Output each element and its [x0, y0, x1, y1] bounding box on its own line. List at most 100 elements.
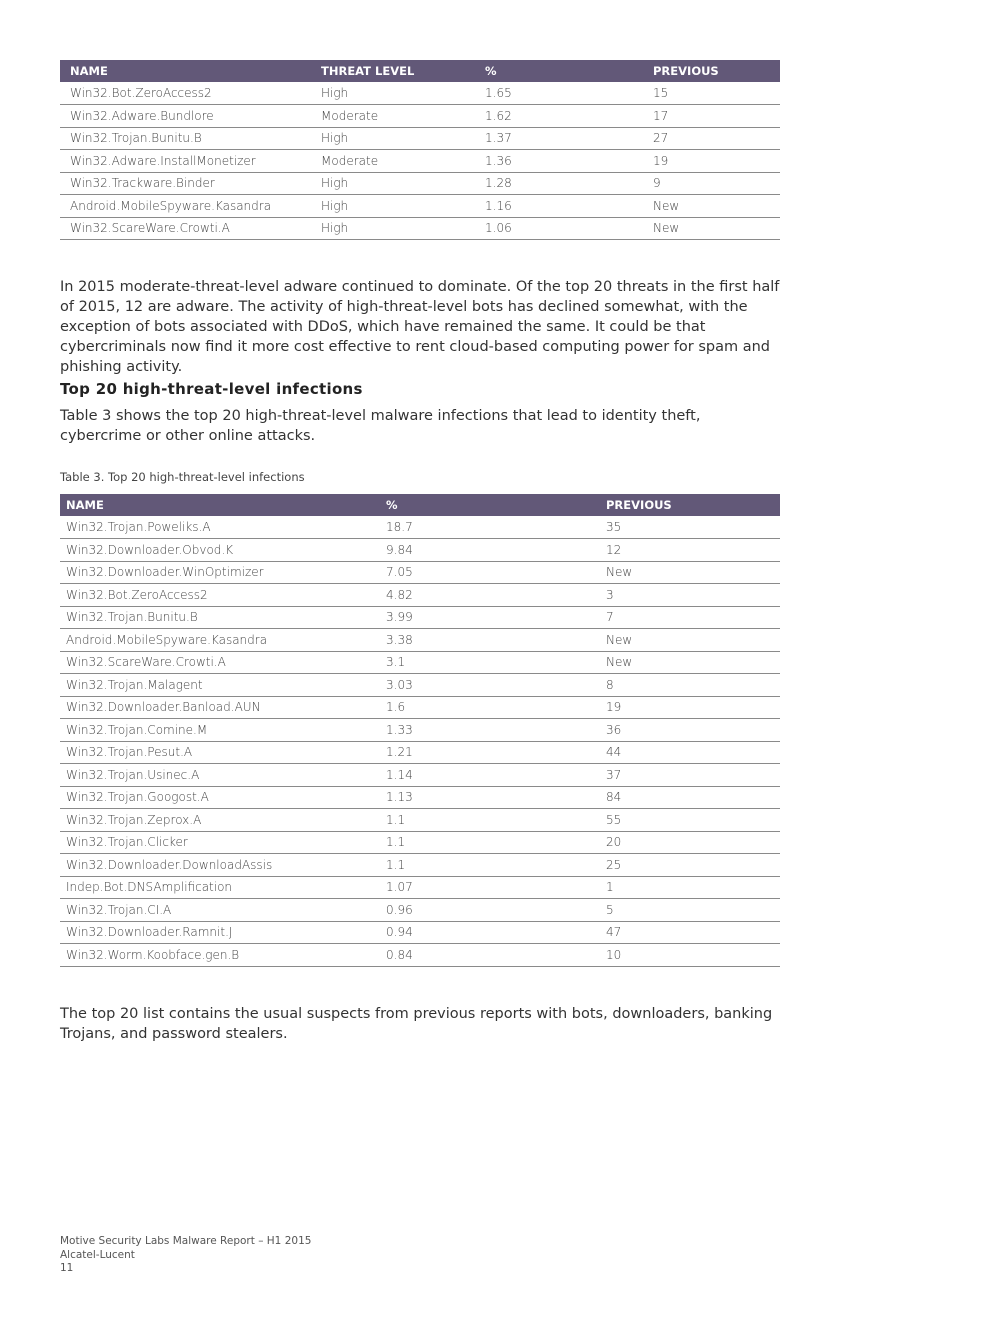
table-cell: 9	[643, 172, 780, 195]
table-cell: 36	[600, 718, 780, 742]
table-row: Win32.Trojan.Comine.M 1.33 36	[60, 718, 780, 742]
table-cell: Win32.Trojan.Zeprox.A	[60, 808, 380, 832]
table-cell: 19	[600, 696, 780, 719]
table-cell: Moderate	[311, 104, 475, 128]
table-cell: 1.1	[380, 831, 600, 854]
table-cell: New	[643, 217, 780, 240]
table-row: Win32.ScareWare.Crowti.A 3.1 New	[60, 651, 780, 674]
table-row: Android.MobileSpyware.Kasandra High 1.16 Ne…	[60, 194, 780, 218]
table-cell: 1.37	[475, 127, 643, 150]
table-cell: 9.84	[380, 538, 600, 562]
table-cell: 0.84	[380, 943, 600, 967]
table-cell: High	[311, 217, 475, 240]
table-cell: 1	[600, 876, 780, 899]
column-header: NAME	[60, 494, 380, 516]
table-cell: 1.13	[380, 786, 600, 809]
table-cell: 35	[600, 516, 780, 539]
table-cell: 37	[600, 763, 780, 787]
table-row: Win32.Trojan.Bunitu.B 3.99 7	[60, 606, 780, 629]
table-row: Win32.Trackware.Binder High 1.28 9	[60, 172, 780, 195]
table-cell: 7	[600, 606, 780, 629]
table-cell: 5	[600, 898, 780, 922]
table-row: Win32.Adware.InstallMonetizer Moderate 1.3…	[60, 149, 780, 173]
table-cell: 47	[600, 921, 780, 944]
table-cell: 1.65	[475, 82, 643, 105]
table-cell: Win32.Bot.ZeroAccess2	[60, 583, 380, 607]
table-row: Win32.Bot.ZeroAccess2 High 1.65 15	[60, 82, 780, 105]
table-row: Win32.Bot.ZeroAccess2 4.82 3	[60, 583, 780, 607]
table-row: Win32.Trojan.Pesut.A 1.21 44	[60, 741, 780, 764]
column-header: %	[475, 60, 643, 82]
table-cell: Win32.Downloader.Ramnit.J	[60, 921, 380, 944]
table-cell: 20	[600, 831, 780, 854]
table-cell: 1.07	[380, 876, 600, 899]
table-cell: Win32.ScareWare.Crowti.A	[60, 651, 380, 674]
table-cell: 84	[600, 786, 780, 809]
table-cell: Win32.Trojan.Clicker	[60, 831, 380, 854]
table-cell: Win32.Downloader.Banload.AUN	[60, 696, 380, 719]
table-cell: Win32.Adware.InstallMonetizer	[60, 149, 311, 173]
table-cell: New	[600, 628, 780, 652]
top20-table: NAME% PREVIOUS Win32.Trojan.Poweliks.A 18.7…	[60, 494, 780, 967]
table-row: Win32.Downloader.Banload.AUN 1.6 19	[60, 696, 780, 719]
table-cell: 4.82	[380, 583, 600, 607]
table-cell: High	[311, 194, 475, 218]
table-row: Win32.Trojan.Poweliks.A 18.7 35	[60, 516, 780, 539]
column-header: THREAT LEVEL	[311, 60, 475, 82]
table-caption: Table 3. Top 20 high-threat-level infect…	[60, 470, 305, 484]
table-cell: 27	[643, 127, 780, 150]
table-cell: 1.28	[475, 172, 643, 195]
footer-company: Alcatel-Lucent	[60, 1248, 135, 1261]
table-cell: 44	[600, 741, 780, 764]
table-cell: Win32.Trojan.Bunitu.B	[60, 127, 311, 150]
table-cell: 3.99	[380, 606, 600, 629]
table-row: Win32.Downloader.Obvod.K 9.84 12	[60, 538, 780, 562]
table-cell: 12	[600, 538, 780, 562]
column-header: NAME	[60, 60, 311, 82]
table-row: Win32.Downloader.DownloadAssis 1.1 25	[60, 853, 780, 877]
table-row: Win32.ScareWare.Crowti.A High 1.06 New	[60, 217, 780, 240]
table-cell: 15	[643, 82, 780, 105]
column-header: PREVIOUS	[643, 60, 780, 82]
table-cell: 1.6	[380, 696, 600, 719]
table-cell: Win32.Trojan.Googost.A	[60, 786, 380, 809]
page-number: 11	[60, 1262, 74, 1274]
table-cell: Win32.Bot.ZeroAccess2	[60, 82, 311, 105]
table-cell: Win32.Trojan.Usinec.A	[60, 763, 380, 787]
table-cell: 3	[600, 583, 780, 607]
table-cell: Win32.Worm.Koobface.gen.B	[60, 943, 380, 967]
table-cell: 1.06	[475, 217, 643, 240]
table-cell: Win32.Downloader.DownloadAssis	[60, 853, 380, 877]
table-row: Win32.Trojan.Bunitu.B High 1.37 27	[60, 127, 780, 150]
threat-table: NAME THREAT LEVEL% PREVIOUS Win32.Bot.ZeroA…	[60, 60, 780, 240]
table-cell: Win32.Trojan.Poweliks.A	[60, 516, 380, 539]
table-cell: New	[643, 194, 780, 218]
table-cell: Win32.Trojan.Comine.M	[60, 718, 380, 742]
table-row: Win32.Trojan.CI.A 0.96 5	[60, 898, 780, 922]
table-cell: New	[600, 561, 780, 584]
table-cell: 1.1	[380, 853, 600, 877]
table-cell: 8	[600, 673, 780, 697]
table-cell: 3.03	[380, 673, 600, 697]
table-cell: 1.14	[380, 763, 600, 787]
table-cell: 1.36	[475, 149, 643, 173]
table-cell: Android.MobileSpyware.Kasandra	[60, 194, 311, 218]
table-cell: Win32.Trojan.CI.A	[60, 898, 380, 922]
footer: Motive Security Labs Malware Report – H1…	[60, 1235, 311, 1276]
footer-report-title: Motive Security Labs Malware Report – H1…	[60, 1235, 312, 1247]
table-row: Win32.Downloader.Ramnit.J 0.94 47	[60, 921, 780, 944]
table-cell: 25	[600, 853, 780, 877]
table-cell: New	[600, 651, 780, 674]
column-header: PREVIOUS	[600, 494, 780, 516]
table-cell: Win32.Trojan.Malagent	[60, 673, 380, 697]
table-cell: Win32.Trojan.Bunitu.B	[60, 606, 380, 629]
table-cell: 1.62	[475, 104, 643, 128]
table-row: Indep.Bot.DNSAmplification 1.07 1	[60, 876, 780, 899]
table-cell: 17	[643, 104, 780, 128]
table-cell: 10	[600, 943, 780, 967]
table-cell: 18.7	[380, 516, 600, 539]
table-cell: Win32.ScareWare.Crowti.A	[60, 217, 311, 240]
table-cell: High	[311, 82, 475, 105]
table-cell: 1.33	[380, 718, 600, 742]
table-cell: Win32.Downloader.WinOptimizer	[60, 561, 380, 584]
